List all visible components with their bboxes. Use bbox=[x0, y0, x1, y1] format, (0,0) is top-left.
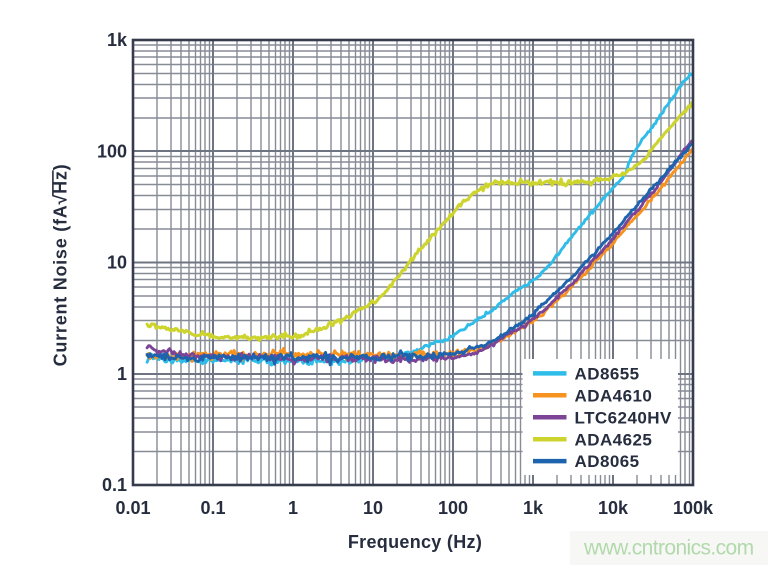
svg-text:100: 100 bbox=[97, 141, 127, 161]
svg-text:0.1: 0.1 bbox=[200, 498, 225, 518]
svg-text:0.1: 0.1 bbox=[102, 475, 127, 495]
svg-text:LTC6240HV: LTC6240HV bbox=[575, 408, 672, 427]
svg-text:Current Noise (fA√Hz): Current Noise (fA√Hz) bbox=[51, 164, 71, 367]
svg-text:10: 10 bbox=[107, 253, 127, 273]
svg-text:ADA4625: ADA4625 bbox=[575, 430, 653, 449]
svg-text:AD8655: AD8655 bbox=[575, 365, 640, 384]
svg-text:1: 1 bbox=[117, 364, 127, 384]
svg-text:10k: 10k bbox=[598, 498, 629, 518]
svg-text:Frequency (Hz): Frequency (Hz) bbox=[348, 532, 482, 552]
svg-text:1: 1 bbox=[288, 498, 298, 518]
svg-text:AD8065: AD8065 bbox=[575, 452, 640, 471]
svg-text:1k: 1k bbox=[523, 498, 544, 518]
svg-text:www.cntronics.com: www.cntronics.com bbox=[583, 537, 754, 560]
svg-text:0.01: 0.01 bbox=[115, 498, 150, 518]
svg-text:10: 10 bbox=[363, 498, 383, 518]
svg-text:100k: 100k bbox=[673, 498, 714, 518]
svg-text:1k: 1k bbox=[107, 30, 128, 50]
svg-text:ADA4610: ADA4610 bbox=[575, 386, 653, 405]
svg-text:100: 100 bbox=[438, 498, 468, 518]
